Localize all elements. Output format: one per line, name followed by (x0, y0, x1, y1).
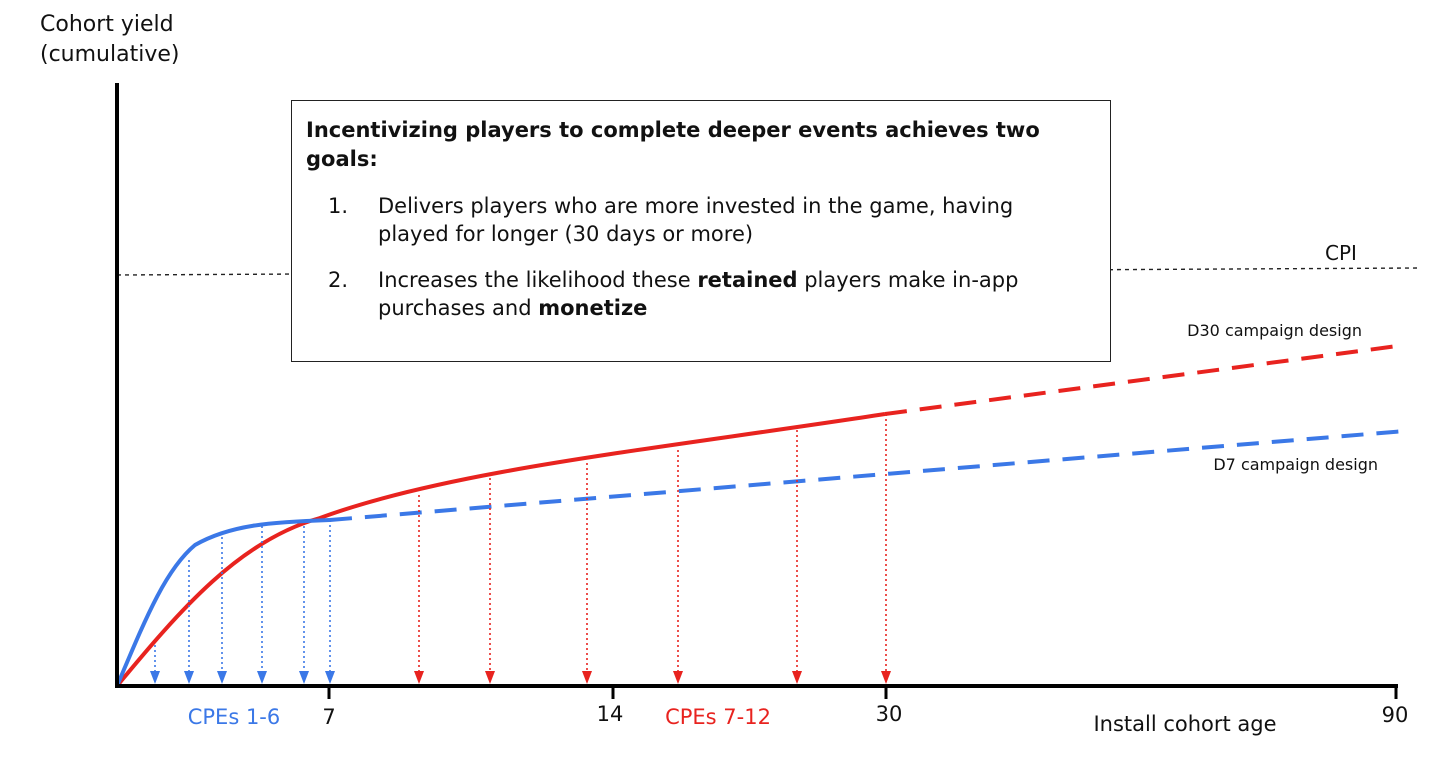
cpe-blue-event-markers (150, 520, 335, 684)
cpe-red-arrowhead (792, 671, 802, 684)
cpe-blue-arrowhead (299, 671, 309, 684)
cpe-blue-arrowhead (325, 671, 335, 684)
y-axis-label-line-1: Cohort yield (40, 12, 174, 37)
y-axis-label-line-2: (cumulative) (40, 42, 180, 67)
callout-text-segment: players make in-app purchases and (378, 268, 1019, 320)
cpe-blue-arrowhead (217, 671, 227, 684)
callout-item-text: Increases the likelihood these retained … (378, 266, 1090, 322)
x-tick-label-90: 90 (1382, 703, 1409, 727)
cpe-red-arrowhead (485, 671, 495, 684)
callout-item-text: Delivers players who are more invested i… (378, 192, 1090, 248)
x-tick-label-14: 14 (597, 702, 624, 726)
cpe-red-arrowhead (673, 671, 683, 684)
d7-dashed-line (329, 429, 1406, 522)
cpe-red-arrowhead (414, 671, 424, 684)
cpe-blue-arrowhead (257, 671, 267, 684)
d7-series-label: D7 campaign design (1213, 455, 1378, 474)
cpi-label: CPI (1325, 241, 1357, 265)
cpe-red-label: CPEs 7-12 (665, 705, 771, 729)
callout-item-2: 2. Increases the likelihood these retaine… (306, 266, 1090, 322)
callout-emphasis: retained (697, 268, 798, 292)
cpe-red-arrowhead (881, 671, 891, 684)
d30-solid-line (115, 412, 886, 688)
callout-emphasis: monetize (538, 296, 648, 320)
cpe-blue-label: CPEs 1-6 (188, 705, 281, 729)
d30-dashed-line (884, 343, 1406, 416)
cpe-blue-arrowhead (184, 671, 194, 684)
callout-item-1: 1. Delivers players who are more invested… (306, 192, 1090, 248)
d30-series-label: D30 campaign design (1187, 321, 1362, 340)
callout-title: Incentivizing players to complete deeper… (306, 118, 1040, 171)
x-axis-label: Install cohort age (1093, 712, 1276, 736)
callout-text-segment: Increases the likelihood these (378, 268, 698, 292)
callout-box: Incentivizing players to complete deeper… (291, 100, 1111, 362)
cpe-red-event-markers (414, 414, 891, 684)
d7-series (115, 429, 1406, 687)
callout-item-number: 1. (328, 194, 349, 218)
callout-list: 1. Delivers players who are more invested… (306, 192, 1090, 322)
y-axis-label: Cohort yield (cumulative) (40, 10, 179, 70)
callout-item-number: 2. (328, 268, 349, 292)
cpe-blue-arrowhead (150, 671, 160, 684)
callout-text-segment: Delivers players who are more invested i… (378, 194, 1014, 246)
d30-series (115, 343, 1406, 688)
cpe-red-arrowhead (582, 671, 592, 684)
d7-solid-line (115, 518, 331, 687)
x-tick-label-7: 7 (322, 705, 335, 729)
x-tick-label-30: 30 (876, 702, 903, 726)
